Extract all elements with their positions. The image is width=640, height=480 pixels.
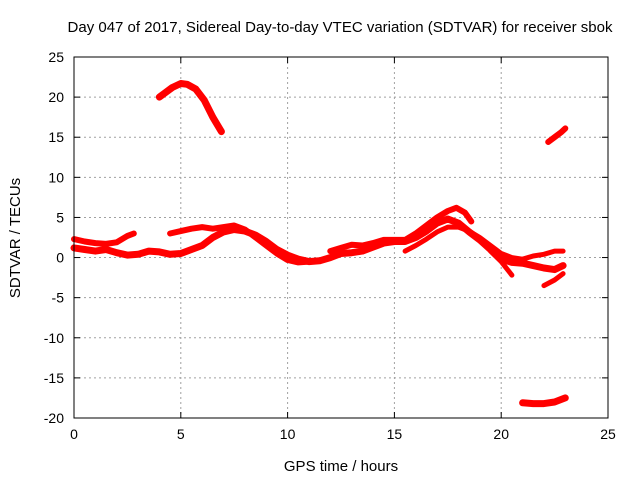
- x-tick-label: 5: [177, 426, 185, 442]
- y-tick-label: 25: [48, 49, 64, 65]
- y-tick-label: -15: [44, 370, 64, 386]
- series-arc-dawn-upper: [167, 222, 312, 266]
- y-tick-label: 10: [48, 169, 64, 185]
- series-arc-high-peak: [155, 80, 225, 136]
- y-tick-label: 0: [56, 250, 64, 266]
- y-tick-label: 5: [56, 209, 64, 225]
- x-tick-label: 20: [493, 426, 509, 442]
- series-arc-low-right: [519, 394, 569, 408]
- tick-layer: 0 5 10 15 20 25 -20 -15 -10 -5 0 5 10 15 20 25: [44, 49, 616, 442]
- y-tick-label: -20: [44, 410, 64, 426]
- series-arc-late-rise: [541, 271, 566, 289]
- y-tick-label: 15: [48, 129, 64, 145]
- series-arc-afternoon-lower: [402, 224, 566, 262]
- x-tick-label: 15: [387, 426, 403, 442]
- y-tick-label: 20: [48, 89, 64, 105]
- series-layer: [70, 80, 569, 408]
- plot-frame: [73, 56, 609, 419]
- series-arc-late-fall: [488, 248, 515, 278]
- x-axis-label: GPS time / hours: [284, 458, 398, 475]
- x-tick-label: 10: [280, 426, 296, 442]
- series-arc-high-right: [545, 125, 569, 145]
- y-axis-label: SDTVAR / TECUs: [7, 178, 24, 298]
- y-tick-label: -5: [52, 290, 65, 306]
- series-arc-afternoon-upper: [327, 204, 475, 255]
- y-tick-label: -10: [44, 330, 64, 346]
- chart-title: Day 047 of 2017, Sidereal Day-to-day VTE…: [68, 19, 613, 36]
- series-arc-main-upper: [71, 230, 137, 247]
- x-tick-label: 25: [600, 426, 616, 442]
- x-tick-label: 0: [70, 426, 78, 442]
